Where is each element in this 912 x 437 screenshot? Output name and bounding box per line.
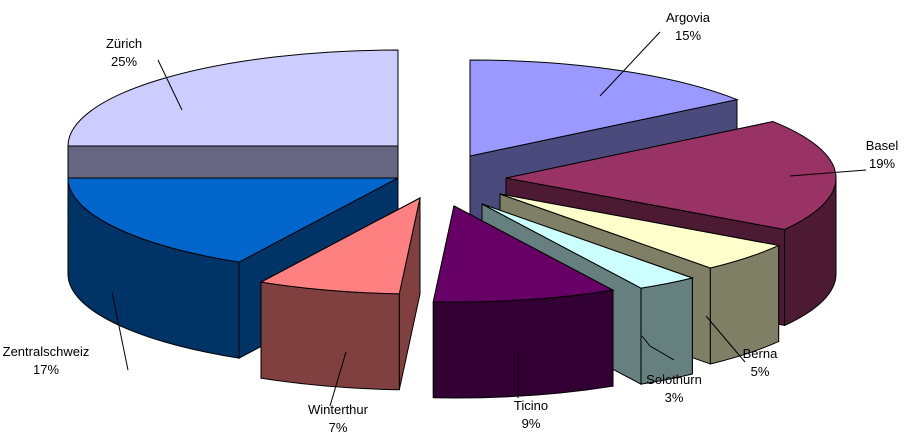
pie-top-layer	[67, 49, 837, 303]
solothurn-value-label: 3%	[665, 390, 684, 405]
zentralschweiz-leader-line	[111, 291, 129, 371]
ticino-outer-wall-0	[432, 289, 614, 399]
berna-value-label: 5%	[751, 364, 770, 379]
berna-leader-line	[705, 315, 746, 363]
argovia-label: Argovia	[666, 10, 711, 25]
solothurn-label: Solothurn	[646, 372, 702, 387]
ticino-slice	[432, 205, 615, 303]
solothurn-slice	[481, 203, 695, 289]
zurich-label: Zürich	[106, 36, 142, 51]
basel-leader-line	[789, 169, 867, 177]
slice-labels: Argovia 15% Basel 19% Berna 5% Solothurn 3% Tici…	[3, 10, 899, 435]
winterthur-value-label: 7%	[329, 420, 348, 435]
zurich-slice	[67, 49, 399, 147]
zentralschweiz-value-label: 17%	[33, 362, 59, 377]
berna-slice	[499, 193, 781, 269]
leader-lines	[111, 31, 867, 407]
winterthur-outer-wall-0	[260, 281, 400, 391]
ticino-label: Ticino	[514, 398, 548, 413]
zentralschweiz-label: Zentralschweiz	[3, 344, 90, 359]
basel-label: Basel	[866, 138, 899, 153]
argovia-value-label: 15%	[675, 28, 701, 43]
berna-label: Berna	[743, 346, 778, 361]
solothurn-leader-line	[641, 335, 675, 361]
ticino-value-label: 9%	[522, 416, 541, 431]
winterthur-leader-line	[329, 351, 347, 407]
basel-slice	[505, 121, 837, 230]
basel-value-label: 19%	[869, 156, 895, 171]
argovia-slice	[469, 59, 739, 157]
zurich-value-label: 25%	[111, 54, 137, 69]
winterthur-slice	[259, 197, 421, 295]
solothurn-outer-wall-0	[640, 277, 693, 385]
zentralschweiz-slice	[67, 177, 399, 263]
argovia-leader-line	[599, 31, 661, 97]
zurich-leader-line	[157, 59, 183, 111]
winterthur-label: Winterthur	[308, 402, 369, 417]
